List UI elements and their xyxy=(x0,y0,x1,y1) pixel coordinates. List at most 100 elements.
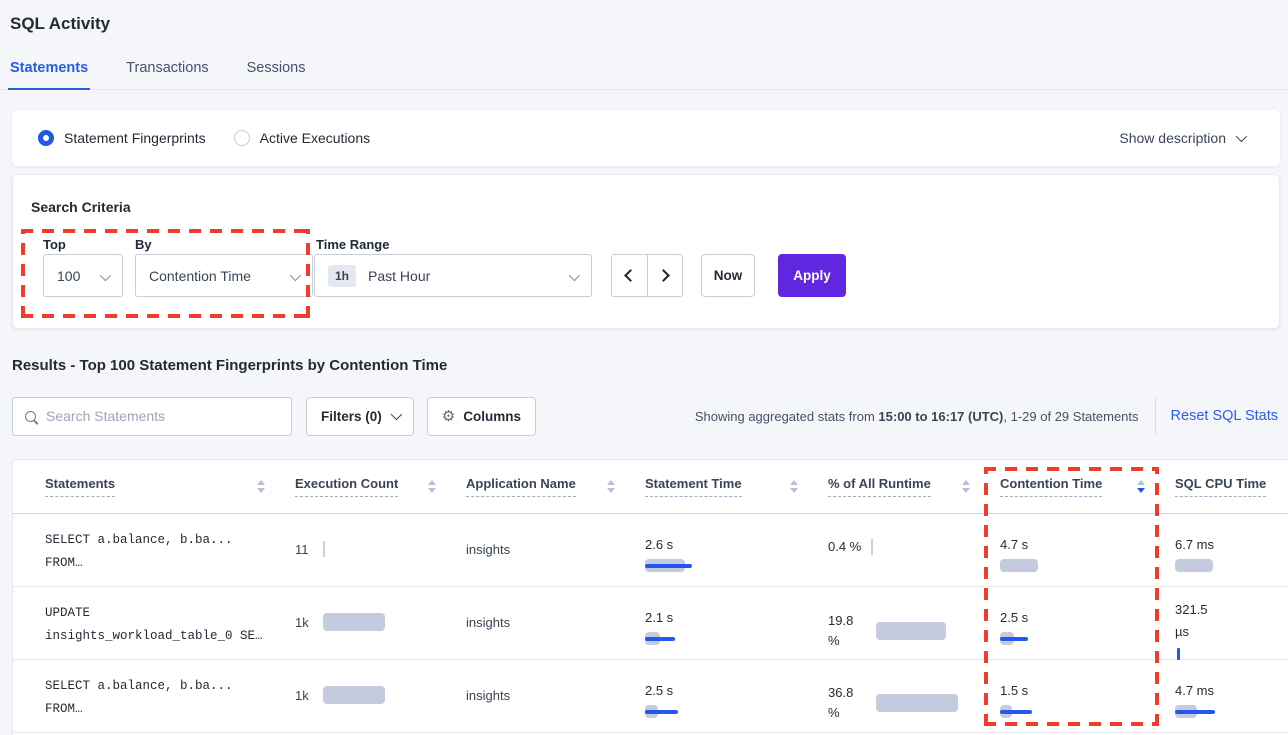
pct-runtime-cell: 0.4 % xyxy=(828,514,1000,586)
application-name-cell: insights xyxy=(466,542,511,557)
show-description-label: Show description xyxy=(1119,130,1226,146)
col-header-execution-count[interactable]: Execution Count xyxy=(295,476,466,497)
next-time-button[interactable] xyxy=(648,255,683,296)
execution-count-bar xyxy=(322,613,385,631)
statement-link[interactable]: SELECT a.balance, b.ba... FROM… xyxy=(45,679,233,716)
radio-statement-fingerprints[interactable]: Statement Fingerprints xyxy=(38,130,206,146)
sort-icon xyxy=(790,480,798,493)
pct-runtime-bar xyxy=(876,621,946,640)
execution-count-bar xyxy=(322,686,385,704)
search-criteria-card: Search Criteria Top 100 By Contention Ti… xyxy=(12,174,1280,329)
contention-time-cell: 2.5 s xyxy=(1000,587,1175,660)
statement-time-mean-bar xyxy=(645,636,675,641)
now-button[interactable]: Now xyxy=(701,254,755,297)
col-header-statements[interactable]: Statements xyxy=(45,476,295,497)
execution-count-cell: 1k xyxy=(295,587,466,660)
apply-button[interactable]: Apply xyxy=(778,254,846,297)
search-criteria-heading: Search Criteria xyxy=(31,199,131,215)
col-header-contention-time[interactable]: Contention Time xyxy=(1000,476,1175,497)
statement-time-mean-bar xyxy=(645,563,692,568)
statement-time-cell: 2.5 s xyxy=(645,660,828,732)
time-range-select[interactable]: 1h Past Hour xyxy=(314,254,592,297)
time-range-value: Past Hour xyxy=(368,267,431,284)
results-heading: Results - Top 100 Statement Fingerprints… xyxy=(12,357,448,374)
chevron-down-icon xyxy=(568,269,581,281)
tab-sessions[interactable]: Sessions xyxy=(246,60,306,76)
tab-statements[interactable]: Statements xyxy=(7,60,91,90)
table-row: UPDATE insights_workload_table_0 SE… 1k … xyxy=(13,587,1288,660)
results-toolbar: Filters (0) ⚙ Columns Showing aggregated… xyxy=(12,396,1280,436)
stats-time-range: 15:00 to 16:17 (UTC) xyxy=(878,408,1004,424)
statement-time-cell: 2.6 s xyxy=(645,514,828,586)
contention-time-cell: 1.5 s xyxy=(1000,660,1175,732)
top-label: Top xyxy=(43,237,66,252)
radio-selected-icon xyxy=(38,130,54,146)
filters-label: Filters (0) xyxy=(321,408,382,424)
col-header-application-name[interactable]: Application Name xyxy=(466,476,645,497)
col-header-pct-runtime[interactable]: % of All Runtime xyxy=(828,476,1000,497)
col-header-sql-cpu-time[interactable]: SQL CPU Time xyxy=(1175,476,1288,497)
application-name-cell: insights xyxy=(466,688,511,703)
contention-time-mean-bar xyxy=(1000,709,1032,714)
sql-cpu-time-cell: 321.5 µs xyxy=(1175,587,1288,660)
time-pager xyxy=(611,254,683,297)
chevron-down-icon xyxy=(390,408,402,421)
contention-time-cell: 4.7 s xyxy=(1000,514,1175,586)
show-description-toggle[interactable]: Show description xyxy=(1119,130,1248,146)
radio-active-executions[interactable]: Active Executions xyxy=(233,130,370,146)
chevron-down-icon xyxy=(99,269,112,281)
sort-icon xyxy=(962,480,970,493)
search-statements-input[interactable] xyxy=(46,408,291,424)
time-range-badge: 1h xyxy=(328,264,357,287)
sort-icon xyxy=(607,480,615,493)
contention-time-mean-bar xyxy=(1000,636,1028,641)
view-toggle-card: Statement Fingerprints Active Executions… xyxy=(12,110,1280,166)
time-range-label: Time Range xyxy=(316,237,390,252)
top-select[interactable]: 100 xyxy=(43,254,123,297)
statement-link[interactable]: UPDATE insights_workload_table_0 SE… xyxy=(45,606,263,643)
execution-count-cell: 11 xyxy=(295,514,466,586)
top-select-value: 100 xyxy=(57,267,81,284)
divider xyxy=(1154,397,1156,435)
statement-time-mean-bar xyxy=(645,709,678,714)
chevron-down-icon xyxy=(289,269,302,281)
sort-icon xyxy=(257,480,265,493)
sql-cpu-bar xyxy=(1175,559,1213,572)
execution-count-cell: 1k xyxy=(295,660,466,732)
sort-icon-active-desc xyxy=(1137,480,1145,493)
statement-link[interactable]: SELECT a.balance, b.ba... FROM… xyxy=(45,533,233,570)
gear-icon: ⚙ xyxy=(441,406,456,425)
chevron-right-icon xyxy=(656,269,670,282)
reset-sql-stats-link[interactable]: Reset SQL Stats xyxy=(1170,408,1278,424)
execution-count-bar xyxy=(322,541,325,557)
prev-time-button[interactable] xyxy=(612,255,648,296)
page-title: SQL Activity xyxy=(10,14,111,33)
pct-runtime-bar xyxy=(871,539,874,555)
statements-table: Statements Execution Count Application N… xyxy=(12,459,1288,735)
radio-unselected-icon xyxy=(233,130,250,146)
aggregated-stats-note: Showing aggregated stats from 15:00 to 1… xyxy=(694,408,1139,424)
application-name-cell: insights xyxy=(466,615,511,630)
col-header-statement-time[interactable]: Statement Time xyxy=(645,476,828,497)
sql-cpu-time-cell: 6.7 ms xyxy=(1175,514,1288,586)
columns-label: Columns xyxy=(463,408,521,424)
filters-button[interactable]: Filters (0) xyxy=(306,396,414,436)
chevron-left-icon xyxy=(624,269,638,282)
tab-transactions[interactable]: Transactions xyxy=(126,60,209,76)
chevron-down-icon xyxy=(1235,130,1248,143)
sort-icon xyxy=(428,480,436,493)
pct-runtime-cell: 19.8 % xyxy=(828,587,1000,660)
columns-button[interactable]: ⚙ Columns xyxy=(426,396,536,436)
pct-runtime-bar xyxy=(876,694,958,712)
radio-label: Statement Fingerprints xyxy=(64,130,206,146)
by-select[interactable]: Contention Time xyxy=(135,254,313,297)
table-header-row: Statements Execution Count Application N… xyxy=(13,460,1288,514)
sql-cpu-mean-bar xyxy=(1177,648,1180,660)
tab-bar: Statements Transactions Sessions xyxy=(0,60,1288,90)
statement-time-cell: 2.1 s xyxy=(645,587,828,660)
by-label: By xyxy=(135,237,152,252)
sql-cpu-time-cell: 4.7 ms xyxy=(1175,660,1288,732)
pct-runtime-cell: 36.8 % xyxy=(828,660,1000,732)
table-row: SELECT a.balance, b.ba... FROM… 1k insig… xyxy=(13,660,1288,733)
contention-time-bar xyxy=(1000,559,1038,572)
